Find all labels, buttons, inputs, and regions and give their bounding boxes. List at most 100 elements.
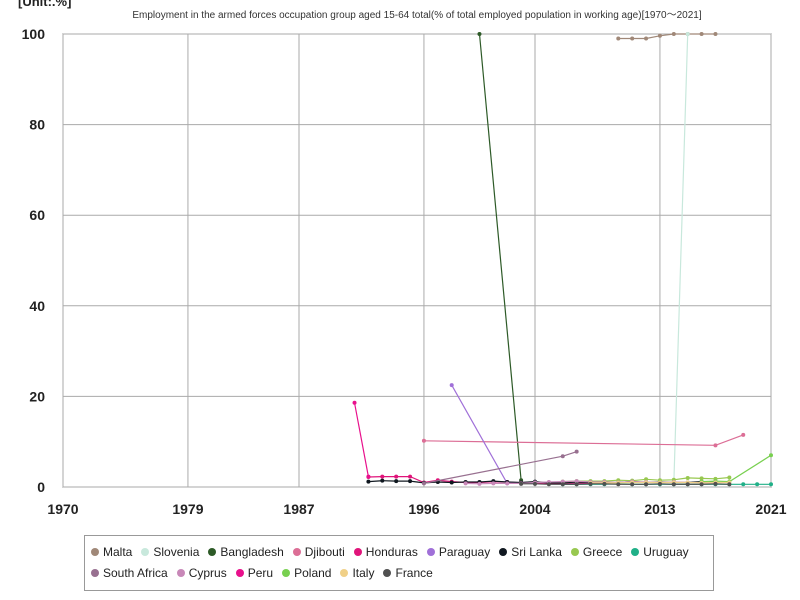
data-point-sri-lanka: [449, 480, 454, 485]
x-tick-label: 1970: [47, 501, 78, 517]
legend-marker: [141, 547, 150, 556]
x-tick-label: 1987: [283, 501, 314, 517]
legend-item-south-africa: South Africa: [91, 562, 168, 583]
legend-label: Peru: [247, 565, 274, 580]
x-tick-label: 2021: [755, 501, 786, 517]
legend-label: Greece: [582, 544, 623, 559]
series-line-malta: [618, 33, 716, 40]
data-point-bangladesh: [477, 32, 482, 36]
data-point-france: [727, 482, 732, 487]
data-point-sri-lanka: [366, 479, 371, 484]
legend-item-sri-lanka: Sri Lanka: [499, 541, 562, 562]
x-tick-label: 1979: [172, 501, 203, 517]
data-point-france: [616, 482, 621, 487]
data-point-cyprus: [477, 481, 482, 486]
legend-marker: [340, 568, 349, 577]
data-point-france: [519, 481, 524, 486]
data-point-uruguay: [741, 482, 746, 487]
data-point-france: [644, 482, 649, 487]
data-point-poland: [769, 453, 773, 458]
legend-label: Slovenia: [153, 544, 200, 559]
data-point-france: [560, 482, 565, 487]
legend-item-greece: Greece: [570, 541, 623, 562]
data-point-south-africa: [421, 481, 426, 486]
legend-marker: [91, 568, 99, 577]
legend-marker: [353, 547, 362, 556]
data-point-uruguay: [755, 482, 760, 487]
legend-marker: [176, 568, 185, 577]
data-point-malta: [630, 36, 635, 41]
legend-item-france: France: [383, 562, 433, 583]
x-tick-label: 2013: [644, 501, 675, 517]
data-point-greece: [727, 475, 732, 480]
y-tick-label: 0: [37, 479, 45, 495]
series-line-slovenia: [673, 33, 689, 485]
data-point-france: [602, 481, 607, 486]
data-point-france: [657, 481, 662, 486]
data-point-france: [685, 482, 690, 487]
legend-item-malta: Malta: [91, 541, 132, 562]
data-point-south-africa: [574, 449, 579, 454]
legend-item-cyprus: Cyprus: [176, 562, 227, 583]
data-point-slovenia: [685, 32, 690, 36]
x-tick-label: 1996: [408, 501, 439, 517]
data-point-france: [630, 482, 635, 487]
data-point-peru: [366, 474, 371, 479]
data-point-france: [699, 482, 704, 487]
legend-item-slovenia: Slovenia: [141, 541, 199, 562]
data-point-djibouti: [421, 438, 426, 443]
legend-item-italy: Italy: [340, 562, 374, 583]
legend-label: South Africa: [103, 565, 168, 580]
data-point-france: [546, 482, 551, 487]
data-point-south-africa: [560, 454, 565, 459]
x-tick-label: 2004: [519, 501, 550, 517]
data-point-sri-lanka: [408, 479, 413, 484]
data-point-france: [588, 481, 593, 486]
data-point-djibouti: [741, 432, 746, 437]
data-point-malta: [713, 32, 718, 36]
y-tick-label: 80: [29, 117, 45, 133]
data-point-cyprus: [505, 481, 510, 486]
legend-marker: [208, 547, 217, 556]
data-point-france: [574, 482, 579, 487]
legend-label: Sri Lanka: [511, 544, 562, 559]
y-tick-label: 60: [29, 207, 45, 223]
legend-item-djibouti: Djibouti: [292, 541, 345, 562]
legend-label: Poland: [294, 565, 332, 580]
legend-marker: [631, 547, 640, 556]
data-point-sri-lanka: [380, 478, 385, 483]
y-tick-label: 100: [22, 26, 46, 42]
legend-label: Malta: [103, 544, 133, 559]
legend-item-bangladesh: Bangladesh: [208, 541, 284, 562]
data-point-cyprus: [574, 479, 579, 484]
data-point-greece: [685, 475, 690, 480]
legend-label: Paraguay: [438, 544, 491, 559]
series-line-poland: [701, 454, 772, 483]
y-tick-label: 20: [29, 388, 45, 404]
series-line-bangladesh: [478, 33, 522, 481]
legend-marker: [570, 547, 579, 556]
series-line-france: [521, 483, 730, 485]
legend-item-honduras: Honduras: [353, 541, 418, 562]
plot-area: [62, 33, 772, 488]
data-point-sri-lanka: [394, 479, 399, 484]
legend-marker: [499, 547, 508, 556]
legend-label: Italy: [352, 565, 375, 580]
data-point-djibouti: [713, 443, 718, 448]
data-point-france: [533, 481, 537, 486]
legend-item-peru: Peru: [235, 562, 274, 583]
data-point-greece: [699, 476, 704, 481]
data-point-france: [713, 481, 718, 486]
legend-label: Honduras: [365, 544, 418, 559]
legend-marker: [426, 547, 435, 556]
data-point-honduras: [394, 474, 399, 479]
data-point-malta: [699, 32, 704, 36]
data-point-uruguay: [769, 482, 773, 487]
data-point-malta: [657, 33, 662, 38]
data-point-cyprus: [463, 481, 468, 486]
legend-marker: [292, 547, 301, 556]
data-point-cyprus: [491, 481, 496, 486]
legend-marker: [383, 568, 392, 577]
chart-title: Employment in the armed forces occupatio…: [132, 10, 702, 21]
